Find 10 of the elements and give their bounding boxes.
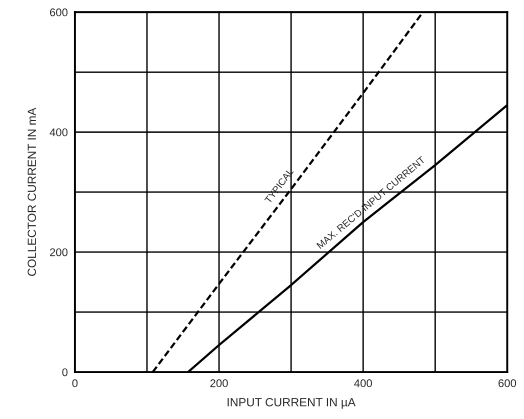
x-tick-label: 200 bbox=[210, 379, 228, 388]
x-tick-label: 600 bbox=[498, 379, 516, 388]
y-tick-label: 600 bbox=[50, 8, 68, 16]
y-tick-label: 200 bbox=[50, 248, 68, 256]
x-tick-label: 0 bbox=[72, 379, 78, 388]
x-tick-label: 400 bbox=[354, 379, 372, 388]
y-axis-title: COLLECTOR CURRENT IN mA bbox=[28, 108, 36, 276]
x-axis-title: INPUT CURRENT IN µA bbox=[228, 398, 356, 409]
y-tick-label: 0 bbox=[62, 368, 68, 376]
y-tick-label: 400 bbox=[50, 128, 68, 136]
